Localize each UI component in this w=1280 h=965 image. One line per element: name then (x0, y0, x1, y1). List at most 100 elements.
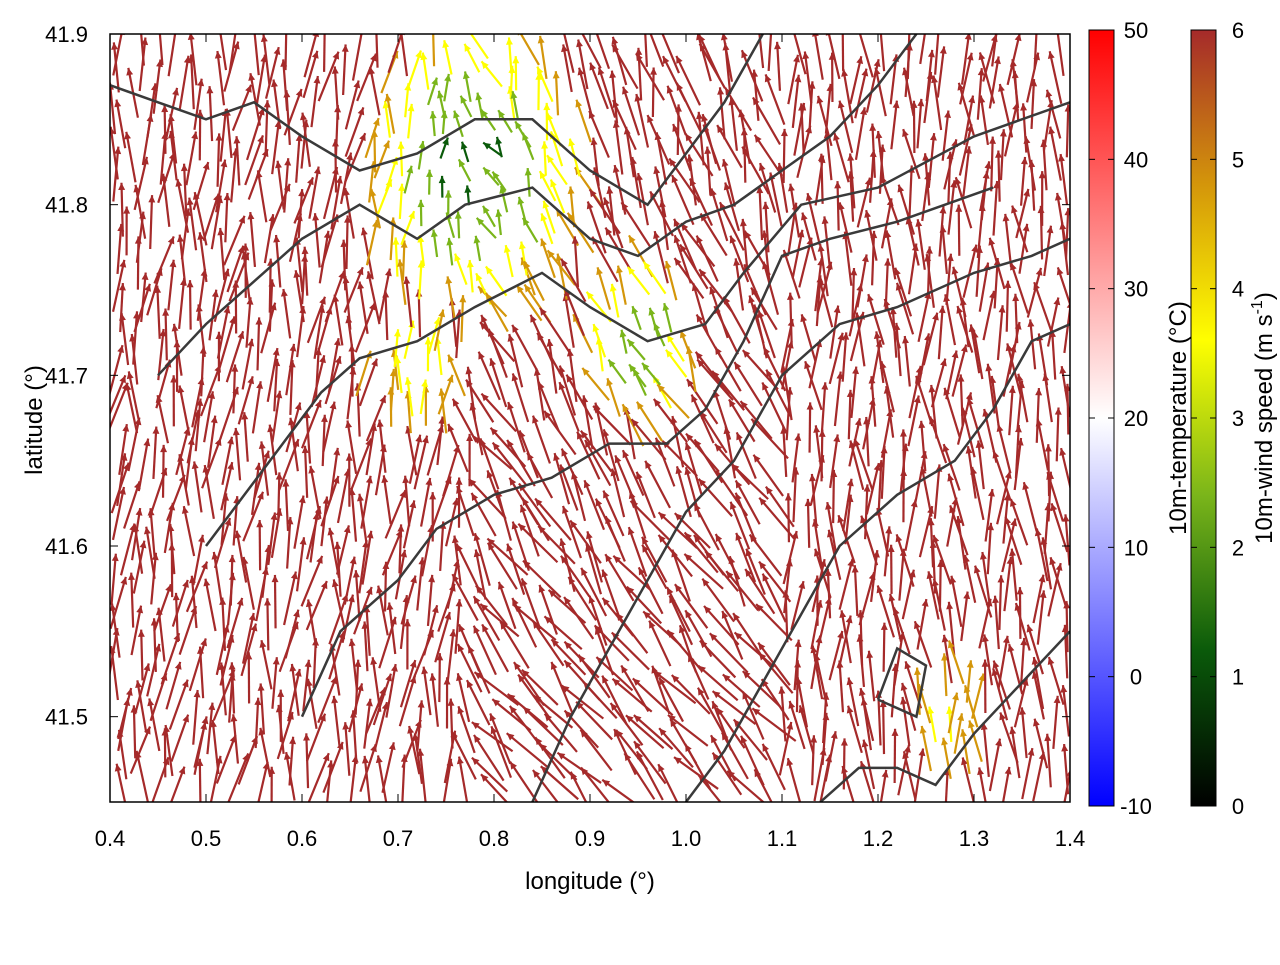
wind-vector (784, 129, 785, 183)
wind-vector (821, 154, 822, 204)
wind-vector (822, 430, 823, 482)
wind-vector-head (768, 18, 775, 25)
wind-vector (790, 293, 792, 347)
colorbar-tick-label: 6 (1232, 18, 1244, 43)
colorbar-tick-label: 2 (1232, 535, 1244, 560)
wind-vector (808, 499, 809, 548)
y-tick-label: 41.7 (45, 363, 88, 388)
wind-vector (439, 653, 440, 702)
wind-vector-head (935, 24, 942, 31)
wind-vector-head (924, 12, 931, 20)
colorbar-tick-label: 3 (1232, 406, 1244, 431)
x-tick-label: 1.1 (767, 826, 798, 851)
wind-vector-head (790, 23, 797, 31)
wind-vector-head (644, 17, 650, 25)
wind-vector (267, 598, 268, 650)
wind-vector (940, 560, 941, 612)
wind-vector-head (321, 18, 328, 25)
wind-speed-colorbar-title: 10m-wind speed (m s-1) (1249, 292, 1278, 544)
wind-vector (121, 183, 122, 237)
colorbar-tick-label: 0 (1130, 665, 1142, 690)
colorbar-tick-label: 50 (1124, 18, 1148, 43)
wind-vector-head (839, 22, 846, 29)
x-tick-label: 0.6 (287, 826, 318, 851)
wind-vector-head (877, 18, 884, 25)
wind-vector (991, 137, 993, 192)
wind-vector (837, 181, 838, 230)
x-tick-label: 0.4 (95, 826, 126, 851)
wind-vector (959, 205, 960, 256)
wind-vector-head (216, 18, 223, 26)
wind-vector-head (430, 26, 437, 33)
y-tick-label: 41.8 (45, 193, 88, 218)
wind-vector-head (906, 24, 913, 31)
x-tick-label: 0.7 (383, 826, 414, 851)
wind-vector-head (641, 14, 648, 21)
x-tick-label: 1.4 (1055, 826, 1086, 851)
wind-vector-head (1033, 18, 1040, 25)
wind-vector (788, 493, 789, 542)
y-axis-title: latitude (°) (21, 365, 48, 475)
wind-vector-head (659, 26, 665, 34)
temperature-colorbar-title: 10m-temperature (°C) (1165, 301, 1192, 535)
wind-vector (165, 308, 166, 360)
colorbar-tick-label: 4 (1232, 277, 1244, 302)
colorbar-tick-label: 5 (1232, 147, 1244, 172)
wind-vector-head (591, 20, 598, 28)
wind-vector-head (251, 20, 258, 28)
wind-vector-head (1054, 22, 1061, 30)
wind-vector (163, 445, 164, 498)
wind-vector (852, 268, 854, 319)
wind-vector (883, 700, 884, 754)
wind-vector-head (559, 20, 566, 28)
colorbar-tick-label: -10 (1120, 794, 1152, 819)
wind-vector-head (812, 29, 819, 37)
wind-vector-head (575, 20, 581, 28)
wind-vector (165, 105, 166, 154)
x-axis-title: longitude (°) (525, 868, 655, 895)
wind-vector (884, 623, 885, 672)
x-tick-label: 0.5 (191, 826, 222, 851)
x-tick-label: 0.9 (575, 826, 606, 851)
wind-vector (286, 21, 287, 70)
x-tick-label: 0.8 (479, 826, 510, 851)
wind-vector (998, 151, 999, 202)
wind-vector-head (373, 18, 380, 25)
y-tick-label: 41.6 (45, 534, 88, 559)
wind-vector-head (155, 11, 162, 18)
wind-vector (200, 759, 201, 813)
wind-vector (141, 630, 142, 681)
wind-vector-head (283, 21, 290, 28)
wind-vector-head (755, 15, 762, 23)
wind-vector (810, 402, 811, 452)
plot-background (110, 34, 1070, 802)
colorbar-tick-label: 30 (1124, 277, 1148, 302)
wind-vector-head (137, 15, 144, 22)
plot-area: 0.4 0.5 0.6 0.7 0.8 0.9 1.0 1.1 1.2 1.3 1.4 41.5 41… (45, 11, 1085, 851)
wind-vector-head (172, 27, 179, 35)
x-tick-label: 1.0 (671, 826, 702, 851)
wind-vector (433, 26, 434, 67)
x-tick-label: 1.2 (863, 826, 894, 851)
wind-vector (190, 280, 191, 330)
wind-vector (278, 472, 279, 521)
y-tick-label: 41.5 (45, 705, 88, 730)
colorbar-tick-label: 20 (1124, 406, 1148, 431)
x-tick-label: 1.3 (959, 826, 990, 851)
wind-vector-head (995, 12, 1002, 20)
wind-vector (1007, 281, 1008, 332)
wind-vector-head (233, 20, 240, 28)
colorbar-tick-label: 0 (1232, 794, 1244, 819)
wind-vector (833, 470, 834, 523)
wind-vector (275, 575, 276, 628)
wind-vector (346, 215, 347, 269)
wind-vector (1067, 104, 1068, 157)
y-tick-label: 41.9 (45, 22, 88, 47)
colorbar-tick-label: 40 (1124, 147, 1148, 172)
wind-vector (324, 18, 325, 72)
wind-vector (653, 68, 654, 118)
